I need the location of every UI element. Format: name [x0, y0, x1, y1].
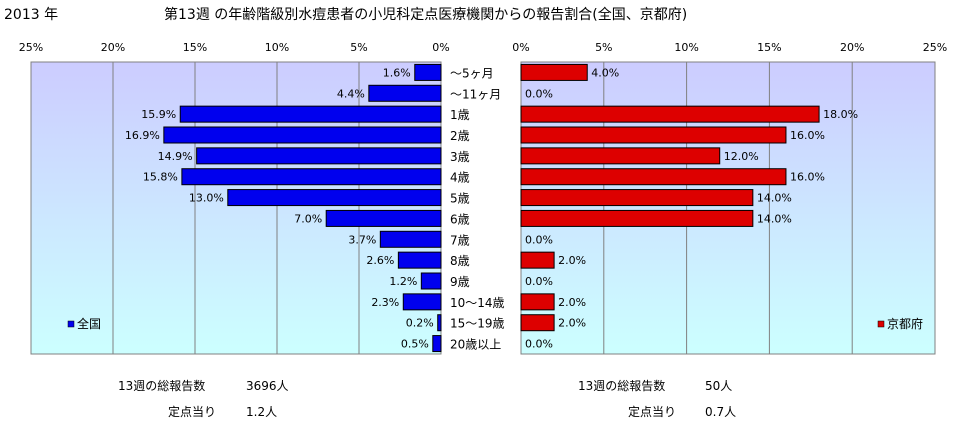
right-bar	[520, 63, 588, 81]
right-data-label: 0.0%	[525, 233, 553, 246]
left-bar	[432, 335, 442, 353]
category-label: 3歳	[450, 150, 470, 164]
category-label: 10～14歳	[450, 296, 505, 310]
left-x-tick-label: 5%	[350, 41, 367, 54]
left-data-label: 2.3%	[371, 296, 399, 309]
left-bar	[420, 272, 442, 290]
left-legend-swatch	[67, 320, 75, 328]
left-bar	[196, 147, 442, 165]
right-bar	[520, 189, 754, 207]
right-data-label: 2.0%	[558, 254, 586, 267]
right-bar	[520, 105, 820, 123]
left-bar	[402, 293, 442, 311]
right-bar	[520, 314, 555, 332]
category-label: 7歳	[450, 233, 470, 247]
category-label: ～11ヶ月	[450, 87, 501, 101]
left-data-label: 1.2%	[389, 275, 417, 288]
left-rate-value: 1.2人	[246, 405, 278, 419]
right-bar	[520, 147, 721, 165]
right-data-label: 0.0%	[525, 338, 553, 351]
right-data-label: 0.0%	[525, 275, 553, 288]
right-x-tick-label: 0%	[512, 41, 529, 54]
right-x-tick-label: 5%	[595, 41, 612, 54]
right-data-label: 18.0%	[823, 108, 858, 121]
left-x-tick-label: 0%	[432, 41, 449, 54]
plot-area: 0% 5% 10% 15% 20% 25% 1.6% 4.4% 15.9% 16.9% 14.9% 1…	[19, 41, 947, 355]
category-label: ～5ヶ月	[450, 66, 494, 80]
right-rate-label: 定点当り	[628, 405, 677, 419]
left-data-label: 14.9%	[158, 150, 193, 163]
right-data-label: 0.0%	[525, 87, 553, 100]
right-data-label: 16.0%	[790, 129, 825, 142]
left-data-label: 13.0%	[189, 192, 224, 205]
right-x-tick-label: 10%	[674, 41, 698, 54]
left-x-tick-label: 20%	[101, 41, 125, 54]
left-x-tick-label: 10%	[265, 41, 289, 54]
right-bar	[520, 209, 754, 227]
category-label: 8歳	[450, 254, 470, 268]
right-bar	[520, 293, 555, 311]
left-bar	[379, 230, 442, 248]
left-data-label: 15.8%	[143, 171, 178, 184]
left-bar	[325, 209, 442, 227]
right-count-label: 13週の総報告数	[578, 379, 666, 393]
category-label: 4歳	[450, 171, 470, 185]
right-rate-value: 0.7人	[705, 405, 737, 419]
left-bar	[437, 314, 442, 332]
category-label: 9歳	[450, 275, 470, 289]
left-bar	[227, 189, 442, 207]
left-count-value: 3696人	[246, 379, 289, 393]
left-x-tick-label: 25%	[19, 41, 43, 54]
right-bar	[520, 251, 555, 269]
left-x-tick-label: 15%	[183, 41, 207, 54]
category-label: 1歳	[450, 108, 470, 122]
left-data-label: 1.6%	[383, 66, 411, 79]
left-count-label: 13週の総報告数	[118, 379, 206, 393]
category-label: 5歳	[450, 192, 470, 206]
left-bar	[179, 105, 442, 123]
right-data-label: 4.0%	[591, 66, 619, 79]
left-data-label: 7.0%	[294, 212, 322, 225]
left-bar	[414, 63, 442, 81]
right-data-label: 14.0%	[757, 192, 792, 205]
left-bar	[368, 84, 442, 102]
right-data-label: 14.0%	[757, 212, 792, 225]
right-bar	[520, 168, 787, 186]
right-x-tick-label: 25%	[923, 41, 947, 54]
category-label: 20歳以上	[450, 338, 501, 352]
right-data-label: 2.0%	[558, 296, 586, 309]
left-data-label: 0.5%	[401, 338, 429, 351]
right-legend-swatch	[877, 320, 885, 328]
left-data-label: 0.2%	[406, 317, 434, 330]
bar-chart: 2013 年 第13週 の年齢階級別水痘患者の小児科定点医療機関からの報告割合(…	[4, 6, 947, 355]
left-legend-label: 全国	[77, 316, 101, 331]
right-data-label: 12.0%	[724, 150, 759, 163]
left-data-label: 3.7%	[348, 233, 376, 246]
left-bar	[181, 168, 442, 186]
left-rate-label: 定点当り	[168, 405, 217, 419]
year-label: 2013 年	[4, 7, 58, 23]
category-label: 15～19歳	[450, 317, 505, 331]
category-label: 2歳	[450, 129, 470, 143]
right-data-label: 2.0%	[558, 317, 586, 330]
category-label: 6歳	[450, 212, 470, 226]
right-count-value: 50人	[705, 379, 733, 393]
right-data-label: 16.0%	[790, 171, 825, 184]
right-x-tick-label: 15%	[757, 41, 781, 54]
chart-title: 第13週 の年齢階級別水痘患者の小児科定点医療機関からの報告割合(全国、京都府)	[164, 6, 687, 23]
left-data-label: 4.4%	[337, 87, 365, 100]
left-data-label: 15.9%	[141, 108, 176, 121]
left-bar	[397, 251, 442, 269]
left-data-label: 16.9%	[125, 129, 160, 142]
left-bar	[163, 126, 442, 144]
right-legend-label: 京都府	[887, 316, 923, 331]
right-bar	[520, 126, 787, 144]
left-data-label: 2.6%	[366, 254, 394, 267]
right-x-tick-label: 20%	[840, 41, 864, 54]
